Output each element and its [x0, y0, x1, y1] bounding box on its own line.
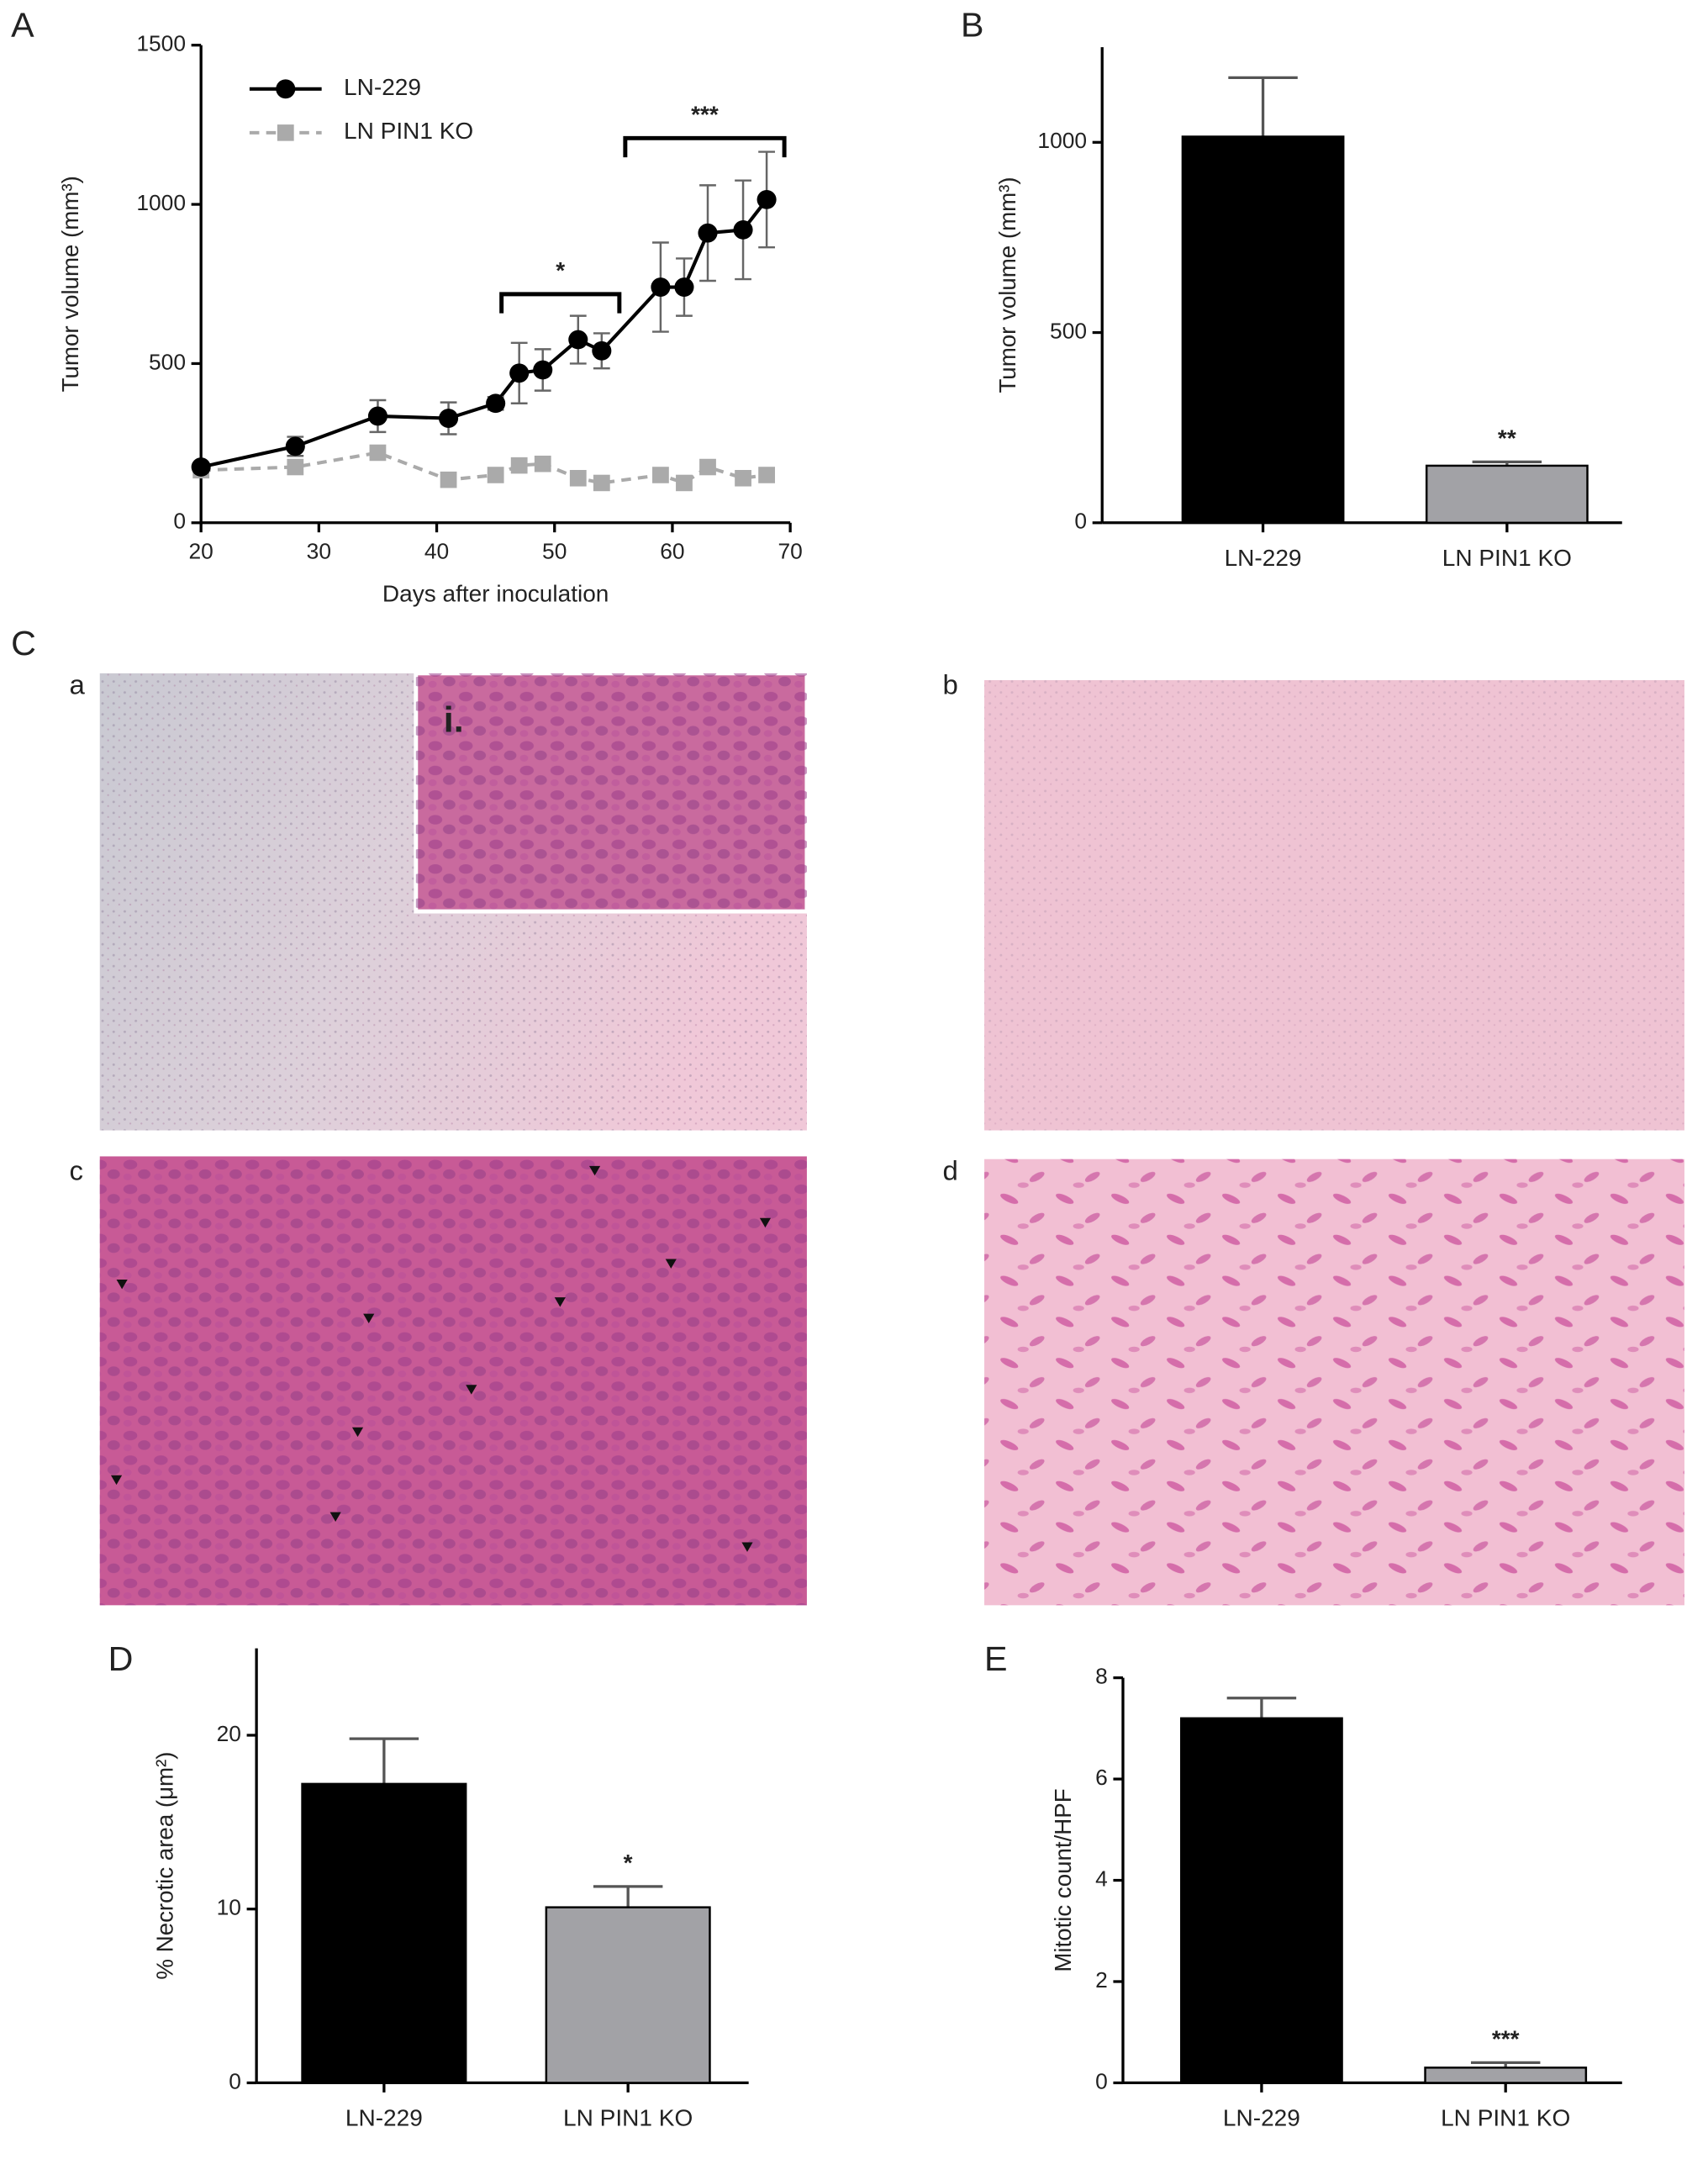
- marker: [534, 455, 551, 472]
- x-tick-label: LN-229: [345, 2105, 423, 2131]
- x-tick-label: 40: [424, 539, 449, 564]
- y-tick-label: 0: [1095, 2068, 1108, 2093]
- marker: [287, 458, 304, 476]
- y-tick-label: 1000: [1037, 128, 1087, 153]
- error-bar: [593, 1885, 663, 1908]
- marker: [568, 330, 588, 350]
- y-tick-label: 0: [229, 2068, 241, 2093]
- x-axis-label: Days after inoculation: [382, 581, 609, 607]
- marker: [652, 467, 669, 483]
- marker: [191, 457, 211, 477]
- marker: [285, 436, 305, 457]
- marker: [369, 444, 387, 462]
- legend-label: LN PIN1 KO: [344, 118, 473, 144]
- subpanel-label: c: [69, 1155, 82, 1186]
- marker: [698, 223, 718, 243]
- subpanel-label: b: [943, 669, 958, 700]
- legend-marker: [276, 79, 296, 99]
- y-axis-label: Tumor volume (mm³): [57, 176, 83, 392]
- marker: [733, 219, 753, 240]
- marker: [592, 340, 612, 361]
- series-line: [200, 198, 768, 469]
- panel-label: D: [108, 1639, 134, 1678]
- x-tick-label: 20: [188, 539, 213, 564]
- bar: [301, 1782, 467, 2084]
- y-axis-label: % Necrotic area (μm²): [151, 1751, 177, 1979]
- inset-label: i.: [444, 700, 464, 741]
- marker: [756, 190, 777, 209]
- bar: [1180, 1717, 1343, 2084]
- x-tick-label: LN PIN1 KO: [1441, 2105, 1570, 2131]
- x-tick-label: LN-229: [1223, 2105, 1300, 2131]
- y-axis-label: Mitotic count/HPF: [1050, 1788, 1076, 1972]
- x-tick-label: LN PIN1 KO: [563, 2105, 693, 2131]
- marker: [440, 471, 457, 488]
- marker: [758, 467, 775, 483]
- error-bar: [349, 1737, 419, 1784]
- y-tick-label: 500: [1050, 319, 1087, 344]
- subpanel-label: d: [943, 1155, 958, 1186]
- marker: [510, 457, 528, 474]
- marker: [735, 470, 751, 487]
- panel-label: B: [961, 6, 984, 45]
- significance-bracket: [499, 292, 622, 314]
- significance-label: **: [1498, 425, 1516, 451]
- marker: [439, 409, 459, 428]
- marker: [533, 360, 553, 380]
- y-tick-label: 1000: [136, 190, 186, 215]
- x-tick-label: LN PIN1 KO: [1442, 545, 1572, 571]
- marker: [367, 406, 387, 426]
- x-tick-label: 60: [660, 539, 684, 564]
- marker: [487, 467, 504, 483]
- marker: [509, 363, 530, 383]
- legend-label: LN-229: [344, 74, 421, 100]
- histology-a: [99, 671, 809, 1131]
- y-tick-label: 1500: [136, 31, 186, 56]
- y-tick-label: 0: [173, 509, 186, 534]
- x-tick-label: 30: [307, 539, 331, 564]
- subpanel-label: a: [69, 669, 85, 700]
- panel-label: C: [11, 624, 36, 662]
- panel-label: A: [11, 6, 34, 45]
- marker: [676, 474, 693, 492]
- x-tick-label: 70: [778, 539, 802, 564]
- marker: [674, 277, 694, 297]
- histology-c: [99, 1156, 807, 1606]
- x-tick-label: 50: [542, 539, 567, 564]
- marker: [593, 474, 610, 492]
- y-tick-label: 2: [1095, 1967, 1108, 1993]
- significance-bracket: [623, 135, 787, 158]
- y-tick-label: 0: [1074, 509, 1087, 534]
- error-bar: [1228, 76, 1298, 137]
- y-tick-label: 20: [217, 1721, 241, 1746]
- histology-b: [984, 679, 1684, 1131]
- y-tick-label: 10: [217, 1895, 241, 1920]
- error-bar: [1226, 1697, 1297, 1718]
- y-axis-label: Tumor volume (mm³): [994, 177, 1020, 393]
- histology-d: [984, 1159, 1684, 1606]
- marker: [699, 458, 716, 476]
- y-tick-label: 8: [1095, 1664, 1108, 1689]
- significance-label: ***: [691, 102, 719, 128]
- y-tick-label: 6: [1095, 1765, 1108, 1790]
- significance-label: *: [624, 1850, 633, 1876]
- y-tick-label: 4: [1095, 1866, 1108, 1892]
- x-tick-label: LN-229: [1225, 545, 1302, 571]
- panel-label: E: [984, 1639, 1008, 1678]
- bar: [545, 1906, 711, 2084]
- bar: [1424, 2067, 1588, 2084]
- y-tick-label: 500: [149, 349, 186, 374]
- bar: [1425, 464, 1589, 525]
- significance-label: ***: [1492, 2026, 1520, 2052]
- legend-marker: [277, 124, 294, 141]
- marker: [486, 393, 506, 414]
- bar: [1181, 135, 1345, 525]
- significance-label: *: [556, 257, 565, 283]
- marker: [569, 470, 587, 487]
- marker: [651, 277, 671, 297]
